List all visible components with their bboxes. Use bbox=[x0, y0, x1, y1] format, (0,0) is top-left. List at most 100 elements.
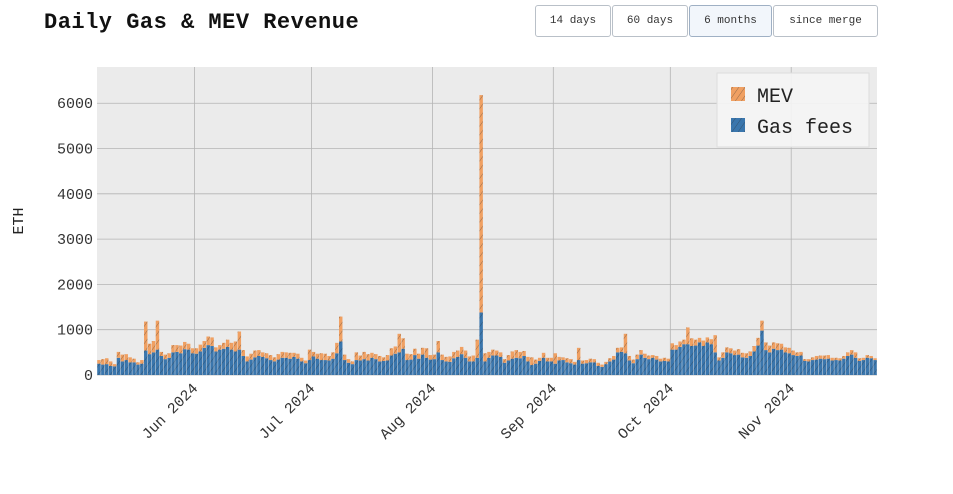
bar-gas-hatch bbox=[541, 357, 546, 375]
bar-mev-hatch bbox=[225, 339, 230, 347]
bar-mev-hatch bbox=[670, 343, 674, 350]
bar-gas-hatch bbox=[190, 353, 195, 375]
legend-label-mev: MEV bbox=[757, 86, 793, 109]
bar-mev-hatch bbox=[502, 359, 507, 363]
bar-mev-hatch bbox=[261, 352, 265, 357]
bar-mev-hatch bbox=[233, 341, 238, 352]
bar-mev-hatch bbox=[627, 355, 632, 361]
bar-gas-hatch bbox=[257, 355, 261, 375]
bar-gas-hatch bbox=[729, 353, 733, 375]
bar-gas-hatch bbox=[576, 360, 581, 375]
bar-mev-hatch bbox=[584, 360, 589, 364]
bar-gas-hatch bbox=[323, 360, 327, 375]
bar-gas-hatch bbox=[846, 355, 850, 375]
bar-mev-hatch bbox=[147, 343, 152, 355]
bar-gas-hatch bbox=[183, 349, 187, 375]
bar-mev-hatch bbox=[573, 361, 577, 365]
range-button-6-months[interactable]: 6 months bbox=[689, 5, 772, 37]
bar-mev-hatch bbox=[253, 350, 257, 358]
bar-gas-hatch bbox=[834, 360, 838, 375]
bar-mev-hatch bbox=[498, 352, 503, 357]
x-tick-label: Oct 2024 bbox=[615, 381, 678, 444]
bar-mev-hatch bbox=[97, 360, 101, 364]
bar-mev-hatch bbox=[768, 345, 772, 353]
legend: MEV Gas fees bbox=[716, 72, 870, 148]
bar-mev-hatch bbox=[744, 353, 749, 358]
bar-gas-hatch bbox=[849, 354, 854, 375]
bar-mev-hatch bbox=[475, 339, 479, 358]
bar-mev-hatch bbox=[569, 359, 573, 364]
bar-mev-hatch bbox=[471, 355, 476, 362]
bar-gas-hatch bbox=[362, 359, 366, 375]
bar-gas-hatch bbox=[245, 361, 249, 375]
bar-mev-hatch bbox=[721, 352, 725, 358]
bar-gas-hatch bbox=[163, 359, 167, 375]
bar-gas-hatch bbox=[444, 361, 448, 375]
bar-gas-hatch bbox=[97, 363, 101, 375]
bar-mev-hatch bbox=[101, 359, 105, 365]
bar-gas-hatch bbox=[132, 362, 136, 375]
bar-mev-hatch bbox=[444, 356, 448, 362]
bar-gas-hatch bbox=[619, 351, 624, 375]
bar-mev-hatch bbox=[151, 341, 156, 353]
bar-mev-hatch bbox=[795, 352, 799, 356]
bar-gas-hatch bbox=[440, 360, 444, 375]
bar-mev-hatch bbox=[272, 357, 277, 362]
bar-mev-hatch bbox=[647, 355, 651, 360]
bar-mev-hatch bbox=[436, 341, 440, 353]
bar-gas-hatch bbox=[471, 361, 476, 375]
chart-title: Daily Gas & MEV Revenue bbox=[44, 10, 360, 35]
bar-gas-hatch bbox=[701, 346, 706, 375]
bar-mev-hatch bbox=[686, 327, 690, 345]
bar-gas-hatch bbox=[311, 356, 316, 375]
bar-mev-hatch bbox=[288, 352, 292, 359]
bar-mev-hatch bbox=[861, 357, 866, 361]
bar-gas-hatch bbox=[693, 345, 698, 375]
bar-gas-hatch bbox=[627, 360, 632, 375]
legend-label-gas: Gas fees bbox=[757, 117, 853, 140]
y-tick-label: 5000 bbox=[57, 142, 93, 159]
bar-gas-hatch bbox=[417, 358, 421, 375]
bar-mev-hatch bbox=[342, 354, 347, 361]
bar-mev-hatch bbox=[417, 353, 421, 359]
bar-gas-hatch bbox=[389, 355, 394, 375]
bar-gas-hatch bbox=[436, 352, 440, 375]
bar-gas-hatch bbox=[385, 360, 390, 375]
bar-gas-hatch bbox=[339, 341, 343, 375]
bar-gas-hatch bbox=[697, 342, 702, 375]
bar-mev-hatch bbox=[339, 316, 343, 342]
bar-gas-hatch bbox=[643, 357, 647, 375]
bar-mev-hatch bbox=[510, 351, 515, 359]
bar-gas-hatch bbox=[140, 363, 144, 375]
bar-gas-hatch bbox=[682, 344, 686, 375]
bar-mev-hatch bbox=[873, 358, 877, 361]
bar-mev-hatch bbox=[389, 348, 394, 356]
range-button-since-merge[interactable]: since merge bbox=[773, 5, 878, 37]
bar-gas-hatch bbox=[346, 362, 351, 375]
bar-gas-hatch bbox=[826, 358, 830, 375]
bar-gas-hatch bbox=[549, 361, 554, 375]
bar-mev-hatch bbox=[140, 360, 144, 364]
bar-mev-hatch bbox=[615, 347, 620, 353]
bar-gas-hatch bbox=[647, 359, 651, 375]
bar-gas-hatch bbox=[249, 359, 253, 375]
bar-mev-hatch bbox=[682, 339, 686, 345]
bar-mev-hatch bbox=[459, 346, 464, 355]
x-tick-label: Aug 2024 bbox=[377, 381, 440, 444]
bar-gas-hatch bbox=[744, 357, 749, 375]
bar-gas-hatch bbox=[432, 359, 437, 375]
bar-mev-hatch bbox=[495, 350, 499, 356]
bar-gas-hatch bbox=[569, 363, 573, 375]
range-button-14-days[interactable]: 14 days bbox=[535, 5, 611, 37]
bar-mev-hatch bbox=[842, 355, 846, 359]
bar-mev-hatch bbox=[740, 352, 745, 358]
y-tick-label: 1000 bbox=[57, 323, 93, 340]
bar-gas-hatch bbox=[674, 349, 678, 375]
bar-gas-hatch bbox=[479, 312, 483, 375]
bar-gas-hatch bbox=[631, 363, 635, 375]
bar-mev-hatch bbox=[705, 337, 710, 343]
bar-mev-hatch bbox=[311, 351, 316, 357]
range-button-60-days[interactable]: 60 days bbox=[612, 5, 688, 37]
bar-gas-hatch bbox=[736, 354, 741, 375]
bar-gas-hatch bbox=[409, 359, 413, 375]
